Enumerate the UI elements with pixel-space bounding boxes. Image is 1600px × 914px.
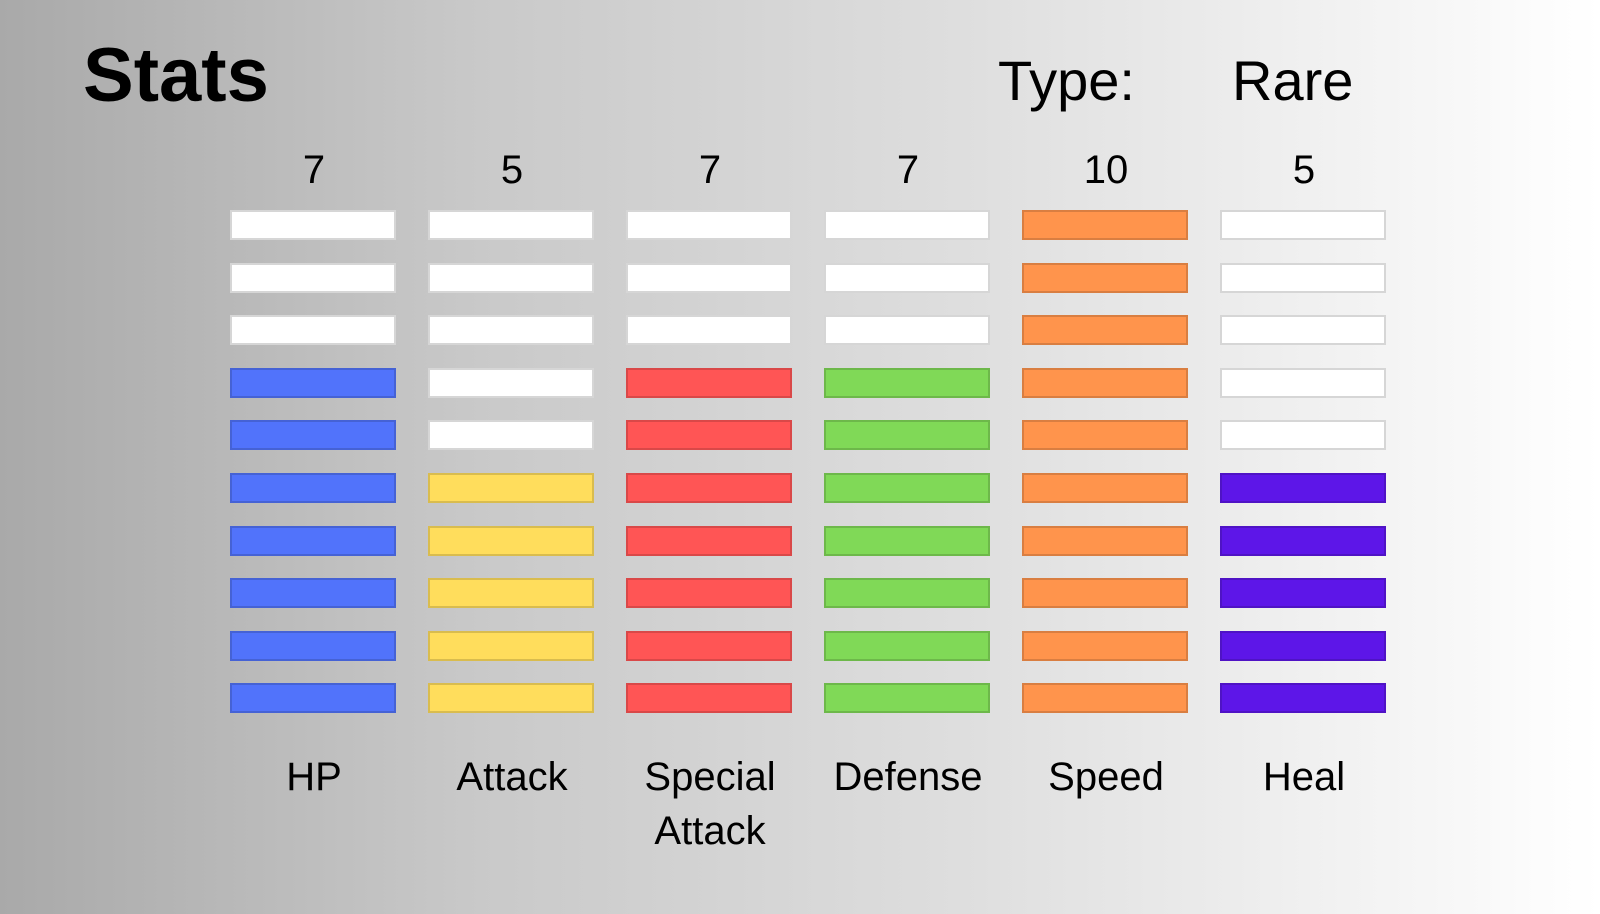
stat-label-heal: Heal <box>1200 750 1408 804</box>
stat-segment-special-attack-filled <box>626 578 792 609</box>
stat-segment-speed-filled <box>1022 473 1188 503</box>
stat-segment-hp-filled <box>230 525 396 556</box>
stat-segment-hp-filled <box>230 683 396 714</box>
stat-segment-special-attack-filled <box>626 473 792 503</box>
type-label: Type: <box>998 49 1135 112</box>
stat-segment-attack-empty <box>428 210 594 240</box>
stat-label-speed: Speed <box>1002 750 1210 804</box>
stats-title: Stats <box>83 33 269 118</box>
stat-segment-special-attack-filled <box>626 683 792 714</box>
stat-segment-speed-filled <box>1022 525 1188 556</box>
stat-segment-heal-empty <box>1220 315 1386 346</box>
stat-segment-special-attack-filled <box>626 630 792 661</box>
stat-label-line: Heal <box>1262 755 1346 799</box>
stat-segment-hp-filled <box>230 367 396 398</box>
stat-segment-hp-filled <box>230 420 396 451</box>
stat-label-defense: Defense <box>804 750 1012 804</box>
stat-label-line: Speed <box>1048 755 1164 799</box>
stat-segment-heal-filled <box>1220 525 1386 556</box>
stat-segment-attack-filled <box>428 630 594 661</box>
stat-label-line: Attack <box>654 809 766 853</box>
stat-segment-defense-empty <box>824 262 990 293</box>
stat-segment-speed-filled <box>1022 683 1188 714</box>
stat-segment-hp-empty <box>230 262 396 293</box>
stat-label-line: Defense <box>833 755 983 799</box>
stat-segment-speed-filled <box>1022 630 1188 661</box>
stat-segment-special-attack-empty <box>626 315 792 346</box>
stat-segment-heal-empty <box>1220 262 1386 293</box>
stat-segment-speed-filled <box>1022 315 1188 346</box>
stat-segment-hp-filled <box>230 473 396 503</box>
stat-label-special-attack: Special Attack <box>606 750 814 858</box>
type-value: Rare <box>1232 49 1354 112</box>
stat-value-special-attack: 7 <box>698 148 722 192</box>
stat-value-speed: 10 <box>1083 148 1129 192</box>
stat-label-line: HP <box>286 755 342 799</box>
stat-label-line: Attack <box>456 755 568 799</box>
stat-segment-attack-empty <box>428 262 594 293</box>
stat-segment-hp-empty <box>230 210 396 240</box>
stat-segment-hp-filled <box>230 630 396 661</box>
stat-segment-heal-empty <box>1220 420 1386 451</box>
stat-value-defense: 7 <box>896 148 920 192</box>
stat-segment-heal-filled <box>1220 683 1386 714</box>
stat-segment-defense-filled <box>824 630 990 661</box>
stat-segment-defense-filled <box>824 367 990 398</box>
stat-segment-defense-empty <box>824 315 990 346</box>
stat-segment-attack-filled <box>428 525 594 556</box>
stat-segment-heal-empty <box>1220 367 1386 398</box>
stat-segment-attack-empty <box>428 420 594 451</box>
stat-segment-attack-filled <box>428 473 594 503</box>
stat-label-attack: Attack <box>408 750 616 804</box>
stat-segment-hp-empty <box>230 315 396 346</box>
stat-value-heal: 5 <box>1292 148 1316 192</box>
stat-segment-speed-filled <box>1022 367 1188 398</box>
stat-segment-speed-filled <box>1022 262 1188 293</box>
stat-label-line: Special <box>644 755 776 799</box>
stat-segment-special-attack-empty <box>626 262 792 293</box>
stat-segment-attack-filled <box>428 578 594 609</box>
stat-segment-defense-empty <box>824 210 990 240</box>
stat-segment-attack-empty <box>428 315 594 346</box>
stat-segment-heal-filled <box>1220 578 1386 609</box>
stat-segment-attack-empty <box>428 367 594 398</box>
stat-value-hp: 7 <box>302 148 326 192</box>
stat-segment-heal-filled <box>1220 630 1386 661</box>
stat-segment-special-attack-filled <box>626 367 792 398</box>
stat-segment-defense-filled <box>824 683 990 714</box>
stat-segment-special-attack-empty <box>626 210 792 240</box>
stat-segment-defense-filled <box>824 420 990 451</box>
stat-segment-hp-filled <box>230 578 396 609</box>
stat-segment-heal-empty <box>1220 210 1386 240</box>
stat-segment-defense-filled <box>824 473 990 503</box>
stat-segment-special-attack-filled <box>626 420 792 451</box>
stat-segment-heal-filled <box>1220 473 1386 503</box>
stat-value-attack: 5 <box>500 148 524 192</box>
stat-segment-special-attack-filled <box>626 525 792 556</box>
stat-segment-speed-filled <box>1022 578 1188 609</box>
stat-segment-defense-filled <box>824 525 990 556</box>
stat-label-hp: HP <box>210 750 418 804</box>
stat-segment-speed-filled <box>1022 210 1188 240</box>
stat-segment-speed-filled <box>1022 420 1188 451</box>
stat-segment-defense-filled <box>824 578 990 609</box>
stat-segment-attack-filled <box>428 683 594 714</box>
